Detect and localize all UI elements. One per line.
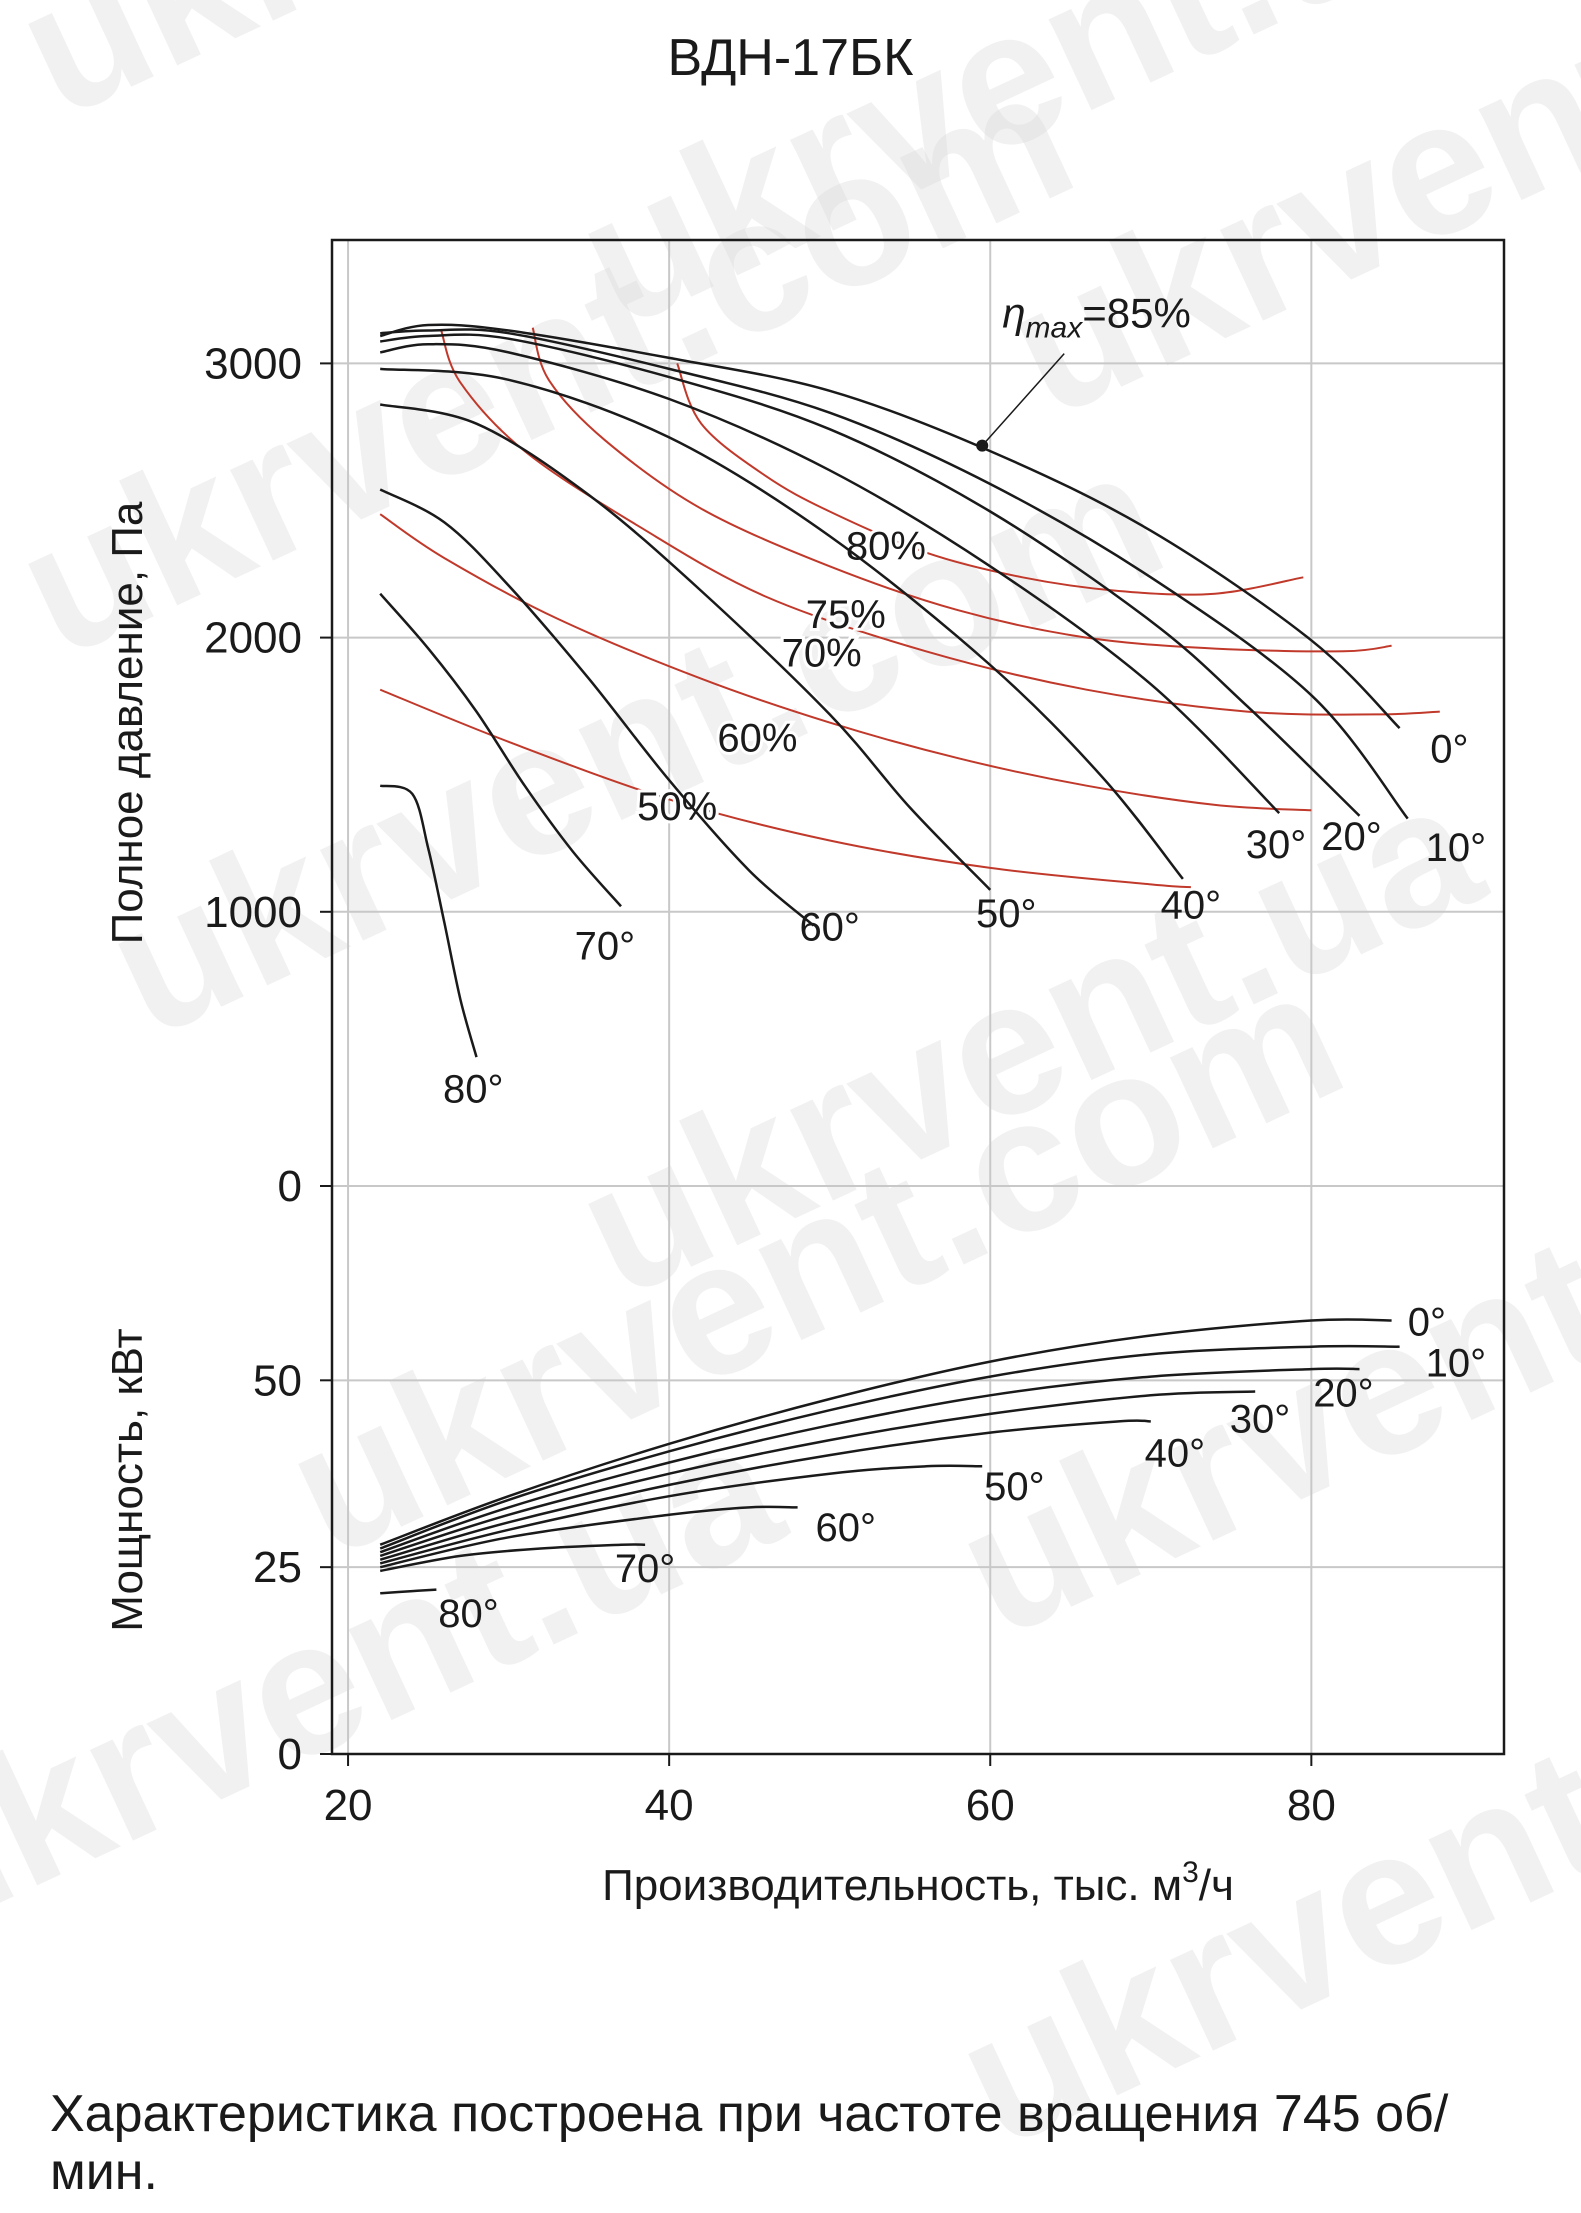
eta-max-label: ηmax=85%	[1002, 290, 1191, 345]
pressure-curve-label: 30°	[1246, 823, 1307, 867]
power-curve-40deg	[379, 1419, 1151, 1561]
x-tick-label: 40	[645, 1781, 694, 1830]
efficiency-label: 80%	[846, 524, 926, 568]
efficiency-label: 75%	[806, 593, 886, 637]
y-tick-label-pressure: 0	[278, 1162, 302, 1211]
pressure-curve-label: 70°	[575, 925, 636, 969]
pressure-curve-40deg	[380, 367, 1184, 880]
power-curve-0deg	[379, 1318, 1392, 1546]
grid	[332, 240, 1504, 1754]
power-curve-20deg	[379, 1367, 1360, 1554]
power-curve-70deg	[379, 1543, 646, 1573]
power-curve-label: 30°	[1230, 1398, 1291, 1442]
footnote: Характеристика построена при частоте вра…	[50, 2085, 1449, 2201]
x-axis-title: Производительность, тыс. м3/ч	[602, 1856, 1234, 1910]
chart-title: ВДН-17БК	[667, 29, 914, 87]
power-curve-10deg	[379, 1344, 1400, 1550]
pressure-curve-label: 50°	[976, 892, 1037, 936]
power-curve-80deg	[380, 1588, 437, 1595]
power-curve-label: 80°	[438, 1592, 499, 1636]
power-curve-label: 60°	[816, 1506, 877, 1550]
y-axis-title-power: Мощность, кВт	[103, 1328, 152, 1631]
power-curve-label: 20°	[1313, 1372, 1374, 1416]
efficiency-curves	[379, 327, 1440, 889]
pressure-curve-label: 40°	[1161, 884, 1222, 928]
pressure-curve-label: 20°	[1321, 815, 1382, 859]
pressure-curve-70deg	[379, 592, 622, 908]
y-tick-label-power: 0	[278, 1730, 302, 1779]
efficiency-label: 60%	[717, 716, 797, 760]
y-tick-label-pressure: 3000	[204, 339, 302, 388]
pressure-curve-label: 80°	[443, 1067, 504, 1111]
y-tick-label-pressure: 1000	[204, 888, 302, 937]
efficiency-curve-50pct	[379, 688, 1191, 889]
pressure-curves	[379, 323, 1409, 1058]
pressure-curve-label: 10°	[1426, 826, 1487, 870]
efficiency-curve-60pct	[379, 513, 1312, 812]
power-curve-label: 70°	[615, 1547, 676, 1591]
power-curve-label: 0°	[1408, 1301, 1446, 1345]
pressure-curve-60deg	[379, 488, 815, 927]
pressure-curve-label: 60°	[799, 906, 860, 950]
power-curves	[379, 1318, 1400, 1595]
pressure-curve-80deg	[379, 784, 478, 1058]
pressure-curve-20deg	[380, 333, 1361, 817]
pressure-curve-10deg	[380, 328, 1409, 820]
power-curve-label: 40°	[1145, 1431, 1206, 1475]
x-tick-label: 60	[966, 1781, 1015, 1830]
efficiency-label: 70%	[782, 631, 862, 675]
y-tick-label-pressure: 2000	[204, 614, 302, 663]
power-curve-60deg	[379, 1505, 798, 1569]
efficiency-curve-80pct	[676, 363, 1304, 596]
pressure-curve-50deg	[379, 403, 992, 891]
x-tick-label: 80	[1287, 1781, 1336, 1830]
pressure-curve-0deg	[379, 323, 1401, 729]
y-axis-title-pressure: Полное давление, Па	[103, 501, 152, 944]
x-tick-label: 20	[324, 1781, 373, 1830]
pressure-curve-30deg	[379, 342, 1281, 814]
power-curve-label: 10°	[1426, 1342, 1487, 1386]
eta-max-leader	[981, 353, 1065, 447]
efficiency-curve-70pct	[440, 330, 1440, 716]
power-curve-30deg	[379, 1390, 1256, 1558]
plot-frame	[330, 238, 1506, 1756]
y-tick-label-power: 50	[253, 1356, 302, 1405]
pressure-curve-label: 0°	[1430, 727, 1468, 771]
y-tick-label-power: 25	[253, 1543, 302, 1592]
power-curve-label: 50°	[984, 1465, 1045, 1509]
power-curve-50deg	[379, 1464, 983, 1565]
